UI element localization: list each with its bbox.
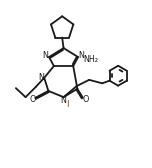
Text: I: I xyxy=(66,100,68,109)
Text: O: O xyxy=(83,95,89,104)
Text: NH₂: NH₂ xyxy=(84,55,99,64)
Text: N: N xyxy=(79,51,85,60)
Text: N: N xyxy=(43,51,48,60)
Text: O: O xyxy=(29,95,36,104)
Text: N: N xyxy=(61,96,67,105)
Text: N: N xyxy=(38,73,44,82)
